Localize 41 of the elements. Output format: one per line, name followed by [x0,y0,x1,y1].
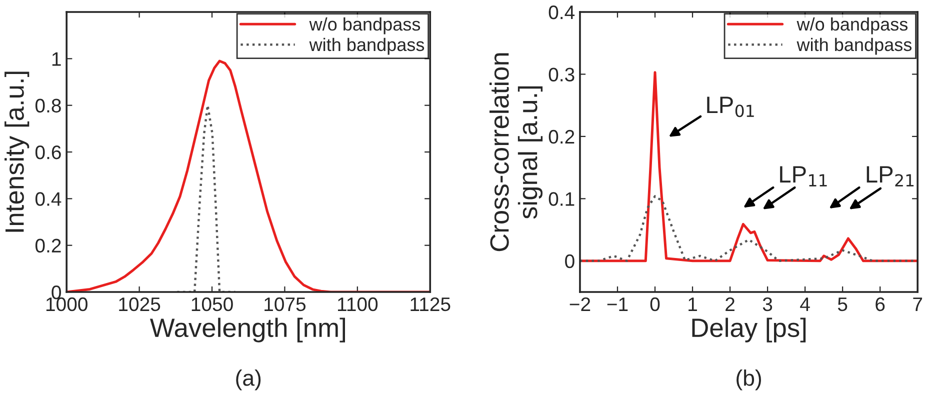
y-tick-label: 0.6 [35,145,61,160]
annotation: LP$_{01}$ [707,96,754,118]
legend-label: with bandpass [309,38,424,55]
y-tick-label: 0.2 [548,130,574,144]
y-tick-label: 0.1 [548,192,574,206]
y-tick-label: 0 [52,285,61,300]
y-tick-label: 0.2 [35,238,61,253]
y-axis-title: Cross-correlation signal [a.u.] [490,53,543,252]
x-tick-label: −1 [607,298,628,311]
y-tick-label: 0.4 [548,5,575,20]
x-tick-label: 4 [800,298,810,311]
legend-label: w/o bandpass [309,17,420,34]
annotation: LP$_{21}$ [866,166,914,186]
legend-label: with bandpass [796,38,912,55]
x-tick-label: 1100 [338,297,378,312]
line-series [580,71,918,262]
x-tick-label: 5 [838,298,848,312]
x-tick-label: 6 [876,297,885,312]
y-tick-label: 1 [52,52,61,66]
y-axis-title: Intensity [a.u.] [4,72,30,232]
y-tick-label: 0 [565,254,574,268]
x-tick-label: 1125 [410,297,450,312]
x-tick-label: 2 [726,297,734,311]
text: (a) [236,370,261,390]
x-tick-label: 1075 [264,297,306,312]
x-axis-title: Delay [ps] [692,318,806,342]
legend-label: w/o bandpass [796,17,908,34]
x-tick-label: 1050 [192,297,233,312]
x-tick-label: 1 [688,298,697,311]
annotation: LP$_{11}$ [780,166,827,186]
y-tick-label: 0.4 [35,192,62,206]
x-tick-label: 1000 [46,297,88,312]
text: (b) [736,370,761,390]
y-tick-label: 0.8 [35,98,61,113]
x-tick-label: 3 [762,297,772,312]
x-tick-label: 1025 [119,297,160,312]
x-tick-label: 7 [913,298,922,311]
x-tick-label: −2 [570,297,590,311]
y-tick-label: 0.3 [548,68,574,82]
x-axis-title: Wavelength [nm] [150,318,345,342]
x-tick-label: 0 [650,297,660,312]
